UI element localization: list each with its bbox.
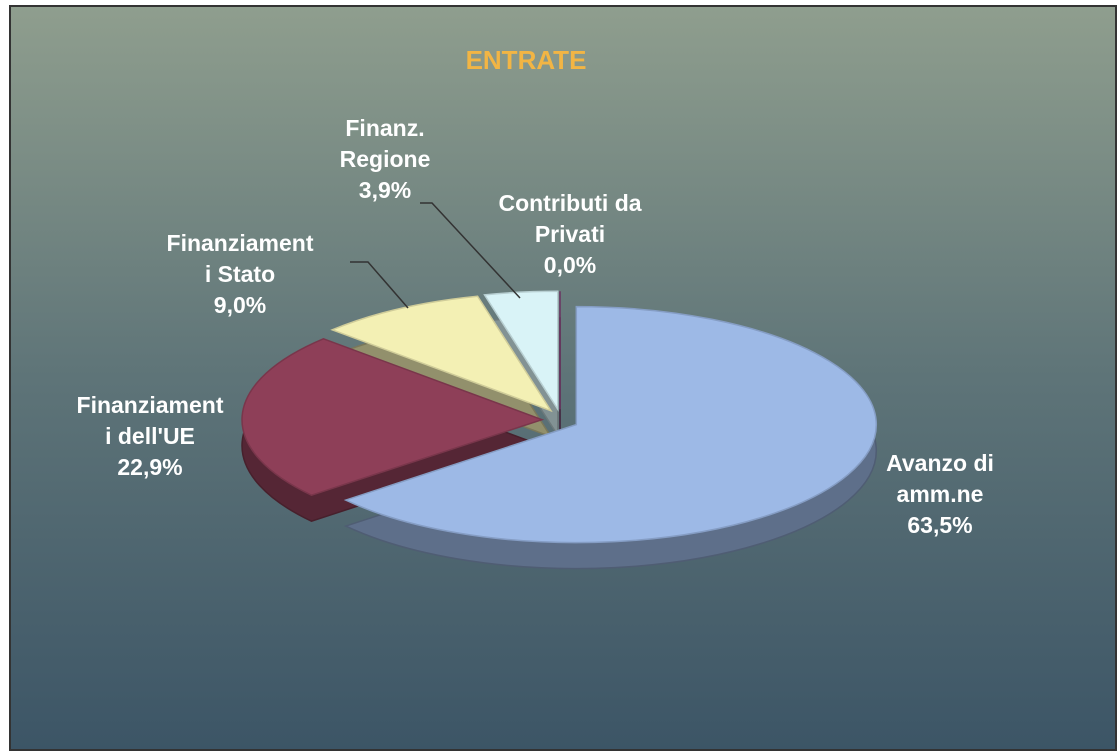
- data-label: i dell'UE: [105, 423, 195, 449]
- data-label-value: 3,9%: [359, 177, 411, 203]
- data-label: Finanziament: [167, 230, 314, 256]
- data-label-value: 0,0%: [544, 252, 596, 278]
- data-label-value: 63,5%: [907, 512, 972, 538]
- pie-slice: [343, 305, 878, 544]
- data-label-value: 9,0%: [214, 292, 266, 318]
- data-label: i Stato: [205, 261, 275, 287]
- pie-slice: [241, 338, 545, 496]
- data-label: Regione: [340, 146, 431, 172]
- data-label: amm.ne: [897, 481, 984, 507]
- leader-line: [350, 261, 409, 309]
- data-label-value: 22,9%: [117, 454, 182, 480]
- pie-slice: [483, 290, 559, 412]
- plot-background: [9, 5, 1117, 751]
- chart-title: ENTRATE: [466, 45, 587, 75]
- data-label: Privati: [535, 221, 605, 247]
- data-label: Finanziament: [77, 392, 224, 418]
- data-label: Finanz.: [345, 115, 424, 141]
- data-label: Contributi da: [498, 190, 641, 216]
- leader-line: [420, 202, 521, 299]
- pie-slice: [330, 295, 553, 413]
- data-label: Avanzo di: [886, 450, 994, 476]
